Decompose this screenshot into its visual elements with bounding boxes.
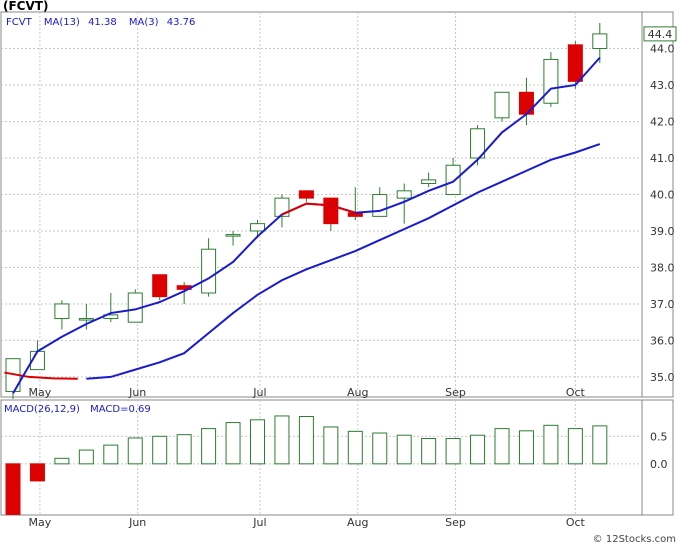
macd-tick-label: 0.0	[650, 458, 668, 471]
macd-bar-series	[5, 415, 608, 515]
candle-body	[274, 197, 290, 217]
candle-body	[323, 197, 339, 225]
macd-bar	[5, 463, 21, 515]
candle-body	[592, 33, 608, 49]
macd-bar	[225, 422, 241, 465]
legend-ma13-label: MA(13)	[44, 17, 80, 28]
chart-title: (FCVT)	[3, 0, 48, 13]
last-price-box	[643, 26, 677, 42]
price-x-axis-labels: May Jun Jul Aug Sep Oct	[29, 386, 586, 399]
macd-x-tick-label: Jun	[128, 516, 146, 529]
macd-bar	[592, 425, 608, 465]
macd-bar	[567, 428, 583, 465]
moving-average-lines	[4, 56, 601, 394]
legend-ma3-value: 43.76	[167, 17, 196, 28]
candle-body	[78, 318, 94, 321]
candle-body	[567, 44, 583, 82]
price-legend: FCVT MA(13) 41.38 MA(3) 43.76	[6, 17, 195, 28]
macd-bar	[347, 430, 363, 465]
watermark: © 12Stocks.com	[593, 534, 676, 545]
price-x-tick-label: Sep	[445, 386, 466, 399]
ma3-down-segment	[281, 202, 356, 216]
price-x-tick-label: Aug	[347, 386, 368, 399]
macd-bar	[396, 434, 412, 465]
macd-bar	[103, 444, 119, 465]
price-tick-label: 38.0	[650, 261, 675, 274]
price-tick-label: 42.0	[650, 115, 675, 128]
price-x-tick-label: Oct	[566, 386, 586, 399]
macd-x-tick-label: Jul	[252, 516, 266, 529]
macd-bar	[78, 449, 94, 465]
macd-bar	[543, 424, 559, 465]
macd-x-tick-label: Sep	[445, 516, 466, 529]
macd-bar	[445, 438, 461, 465]
price-x-tick-label: May	[29, 386, 52, 399]
macd-legend-value: MACD=0.69	[90, 404, 151, 415]
macd-bar	[29, 463, 45, 482]
macd-bar	[494, 428, 510, 465]
macd-bar	[176, 434, 192, 465]
ma13-line	[86, 143, 601, 380]
macd-tick-label: 0.5	[650, 430, 668, 443]
candle-body	[543, 58, 559, 104]
price-tick-label: 35.0	[650, 371, 675, 384]
last-price-marker: 44.4	[643, 26, 677, 42]
price-tick-label: 39.0	[650, 225, 675, 238]
price-tick-label: 36.0	[650, 334, 675, 347]
macd-bar	[421, 438, 437, 465]
candle-body	[225, 234, 241, 237]
candle-body	[201, 248, 217, 294]
price-x-tick-label: Jul	[252, 386, 266, 399]
macd-axis-labels: 0.0 0.5	[650, 430, 668, 471]
last-price-label: 44.4	[648, 28, 673, 41]
macd-bar	[152, 435, 168, 465]
price-tick-label: 40.0	[650, 188, 675, 201]
macd-bar	[54, 457, 70, 465]
candle-body	[250, 223, 265, 232]
macd-bar	[298, 416, 314, 465]
candle-body	[152, 274, 168, 298]
macd-bar	[250, 419, 265, 465]
price-tick-label: 41.0	[650, 152, 675, 165]
candle-body	[372, 193, 388, 217]
macd-bar	[201, 428, 217, 465]
ma13-red-segment	[4, 371, 78, 380]
price-tick-label: 43.0	[650, 79, 675, 92]
candle-body	[494, 91, 510, 119]
legend-ma13-value: 41.38	[88, 17, 117, 28]
macd-legend-label: MACD(26,12,9)	[4, 404, 80, 415]
price-tick-label: 37.0	[650, 298, 675, 311]
candle-body	[470, 128, 486, 159]
macd-x-tick-label: May	[29, 516, 52, 529]
macd-legend: MACD(26,12,9) MACD=0.69	[4, 404, 151, 415]
macd-bar	[127, 437, 143, 465]
price-tick-label: 44.0	[650, 42, 675, 55]
macd-x-axis-labels: May Jun Jul Aug Sep Oct	[29, 516, 586, 529]
macd-bar	[470, 434, 486, 465]
candle-body	[518, 91, 534, 115]
candle-body	[54, 303, 70, 320]
macd-bar	[323, 426, 339, 465]
candle-body	[445, 164, 461, 195]
legend-ma3-label: MA(3)	[129, 17, 159, 28]
candle-body	[421, 179, 437, 185]
price-axis-labels: 35.0 36.0 37.0 38.0 39.0 40.0 41.0 42.0 43.0 44.0	[650, 42, 675, 383]
macd-bar	[274, 415, 290, 465]
candle-body	[396, 190, 412, 199]
macd-bar	[518, 430, 534, 465]
candle-body	[298, 190, 314, 199]
macd-x-tick-label: Oct	[566, 516, 586, 529]
macd-bar	[372, 432, 388, 465]
macd-x-tick-label: Aug	[347, 516, 368, 529]
legend-ticker: FCVT	[6, 17, 33, 28]
price-x-tick-label: Jun	[128, 386, 146, 399]
